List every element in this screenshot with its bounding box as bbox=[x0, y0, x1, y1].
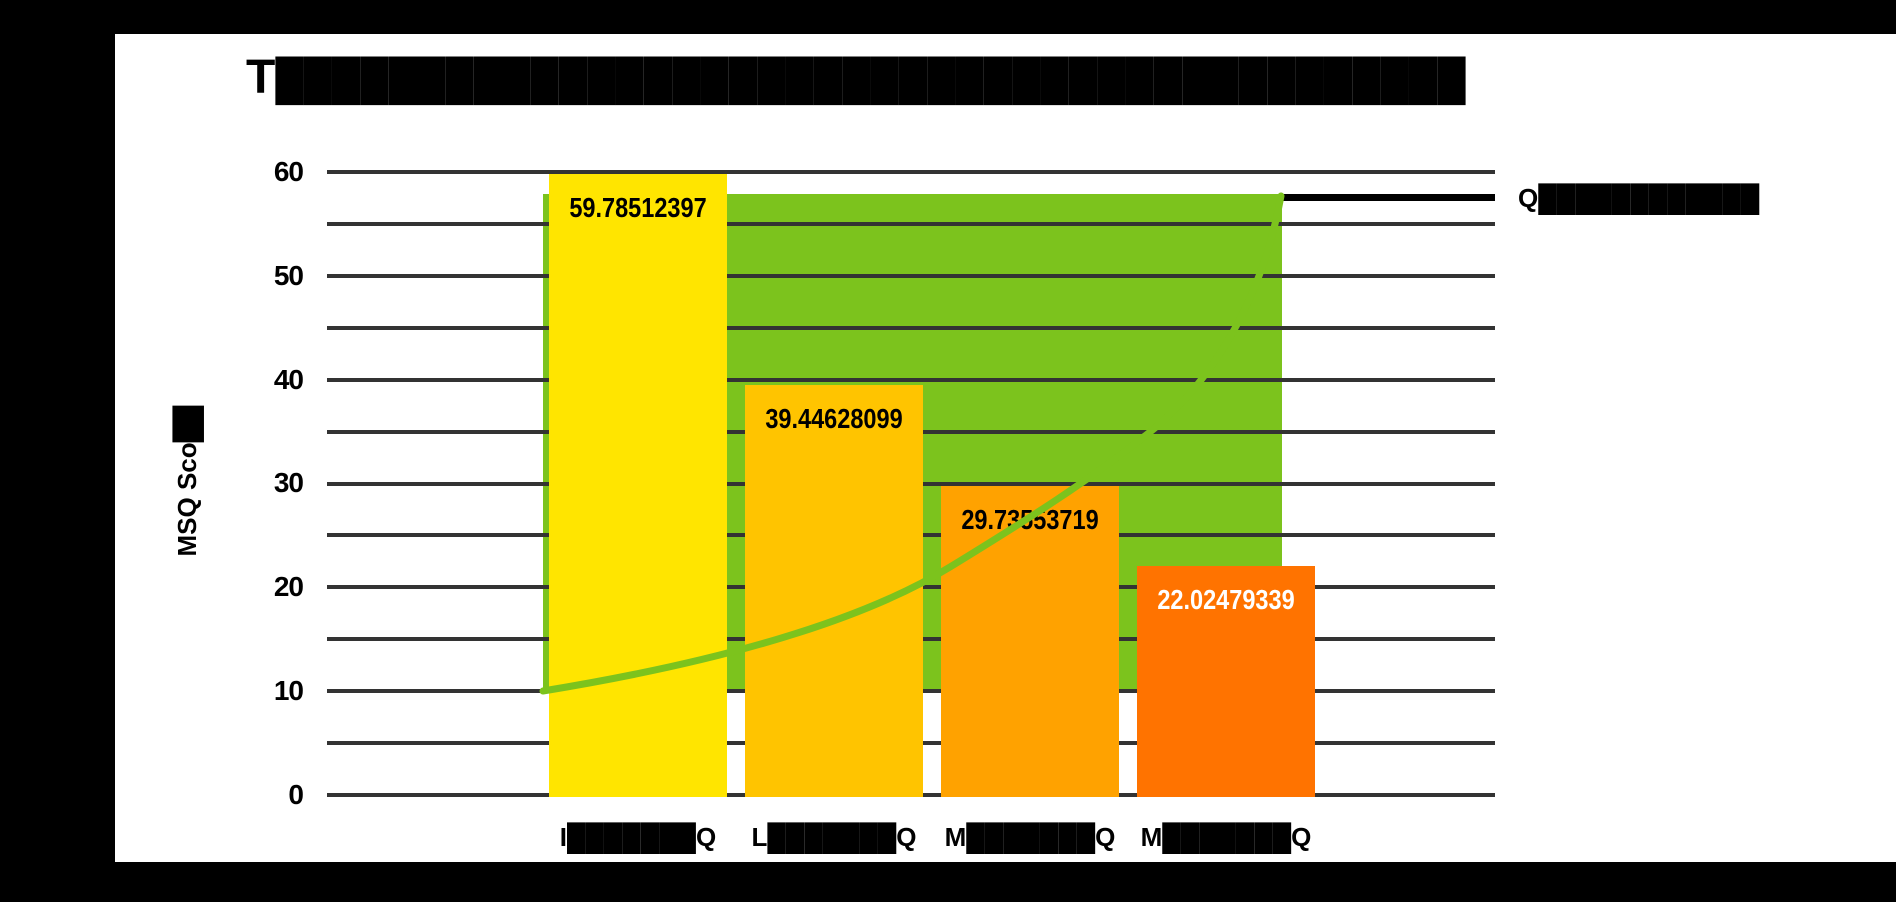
x-axis-label-1: I███████Q bbox=[559, 822, 717, 852]
y-tick-20: 20 bbox=[273, 571, 304, 602]
bar-value-label-4: 22.02479339 bbox=[1157, 584, 1295, 615]
y-tick-10: 10 bbox=[273, 675, 304, 706]
chart-title-redaction-bar: ████████████████████████████████████████… bbox=[275, 58, 1466, 102]
x-axis-label-3: M███████Q bbox=[944, 822, 1116, 852]
gridline-55 bbox=[327, 222, 1495, 226]
gridline-45 bbox=[327, 326, 1495, 330]
legend-redaction-bar: ████████████ bbox=[1538, 183, 1760, 213]
y-axis-title: MSQ Sco██ bbox=[172, 381, 202, 581]
y-tick-40: 40 bbox=[273, 364, 304, 395]
bar-value-label-3: 29.73553719 bbox=[961, 504, 1099, 535]
chart-title-visible-letter: T bbox=[246, 51, 276, 104]
bar-category-2 bbox=[745, 385, 923, 797]
y-tick-60: 60 bbox=[273, 156, 304, 187]
legend-visible-letter: Q bbox=[1518, 183, 1539, 213]
x-axis-label-4: M███████Q bbox=[1140, 822, 1312, 852]
legend-entry: Q████████████ bbox=[1518, 183, 1759, 213]
gridline-50 bbox=[327, 274, 1495, 278]
chart-title: T███████████████████████████████████████… bbox=[246, 52, 1466, 106]
black-line-series bbox=[1282, 194, 1495, 201]
y-axis-title-visible: MSQ Sco bbox=[172, 442, 202, 557]
y-tick-0: 0 bbox=[288, 779, 304, 810]
bar-category-1 bbox=[549, 174, 727, 797]
bar-value-label-2: 39.44628099 bbox=[765, 403, 903, 434]
x-axis-label-2: L███████Q bbox=[751, 822, 917, 852]
y-axis-title-redaction-bar: ██ bbox=[172, 405, 202, 443]
gridline-60 bbox=[327, 170, 1495, 174]
gridline-40 bbox=[327, 378, 1495, 382]
y-tick-50: 50 bbox=[273, 260, 304, 291]
y-tick-30: 30 bbox=[273, 467, 304, 498]
bar-value-label-1: 59.78512397 bbox=[569, 192, 707, 223]
